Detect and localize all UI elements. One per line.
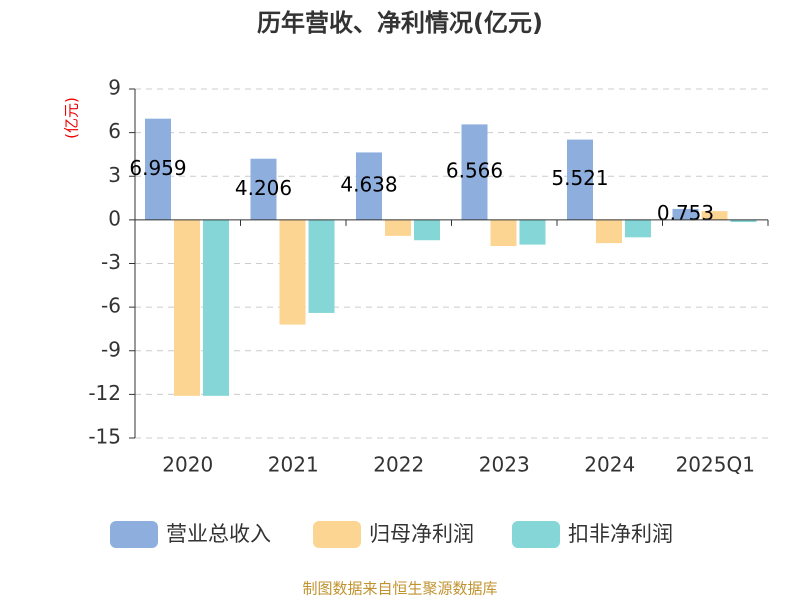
bar	[730, 219, 757, 223]
y-tick-label: -9	[101, 337, 121, 361]
y-tick-label: -6	[101, 294, 121, 318]
x-tick-label: 2024	[584, 453, 635, 477]
chart-title: 历年营收、净利情况(亿元)	[257, 9, 543, 37]
x-tick-label: 2021	[268, 453, 319, 477]
bar	[414, 219, 440, 241]
y-tick-label: 3	[108, 163, 121, 187]
y-tick-label: 6	[108, 119, 121, 143]
legend-label: 营业总收入	[166, 522, 271, 546]
x-tick-label: 2023	[479, 453, 530, 477]
source-note: 制图数据来自恒生聚源数据库	[302, 580, 497, 598]
bar	[279, 219, 306, 325]
data-label: 4.638	[340, 173, 397, 197]
bar	[461, 124, 488, 220]
bar	[250, 158, 277, 220]
bar	[203, 219, 229, 396]
x-tick-label: 2025Q1	[676, 453, 755, 477]
legend-label: 扣非净利润	[568, 522, 673, 546]
data-label: 0.753	[657, 201, 714, 225]
data-label: 6.959	[129, 156, 186, 180]
bar	[356, 152, 382, 220]
bar	[519, 219, 546, 245]
legend-swatch	[110, 521, 158, 548]
y-tick-label: -15	[88, 425, 121, 449]
y-tick-label: -3	[101, 250, 121, 274]
legend-label: 归母净利润	[369, 522, 474, 546]
bar	[625, 219, 651, 238]
bar	[596, 219, 622, 244]
data-label: 5.521	[551, 166, 608, 190]
x-tick-label: 2020	[162, 453, 213, 477]
data-label: 6.566	[446, 159, 503, 183]
bar	[567, 139, 593, 220]
bar	[174, 219, 200, 396]
bar	[145, 118, 171, 220]
data-label: 4.206	[235, 176, 292, 200]
y-tick-label: 0	[108, 206, 121, 230]
bar	[672, 208, 699, 220]
x-tick-label: 2022	[373, 453, 424, 477]
y-axis-label: (亿元)	[63, 97, 81, 139]
bar	[385, 219, 411, 236]
y-tick-label: -12	[88, 381, 121, 405]
legend-swatch	[313, 521, 361, 548]
bar	[701, 211, 728, 220]
legend-swatch	[512, 521, 560, 548]
bar	[308, 219, 335, 313]
bar	[490, 219, 517, 247]
y-tick-label: 9	[108, 76, 121, 100]
